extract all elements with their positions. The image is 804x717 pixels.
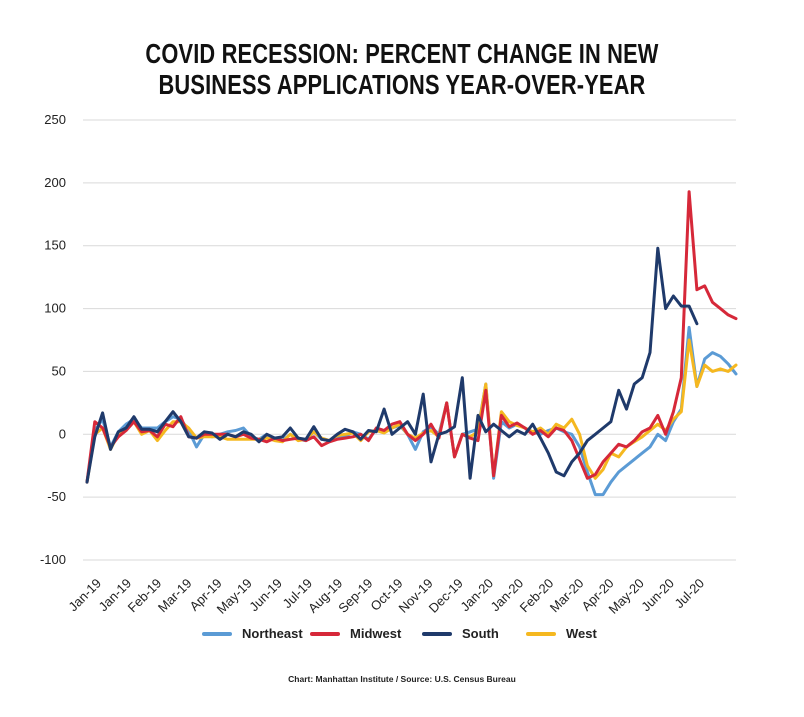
legend-swatch-west [526, 631, 556, 636]
legend-item-northeast: Northeast [202, 626, 303, 641]
x-tick-label: Jul-20 [671, 576, 707, 612]
legend-label-west: West [566, 626, 597, 641]
legend-item-midwest: Midwest [310, 626, 401, 641]
x-tick-label: Dec-19 [426, 576, 466, 616]
chart-title-line-1: COVID RECESSION: PERCENT CHANGE IN NEW [145, 38, 659, 69]
legend: Northeast Midwest South West [0, 626, 804, 648]
legend-item-west: West [526, 626, 597, 641]
x-tick-label: Jan-19 [65, 576, 104, 615]
legend-label-south: South [462, 626, 499, 641]
y-tick-label: -50 [47, 489, 66, 504]
chart-title: COVID RECESSION: PERCENT CHANGE IN NEW B… [88, 38, 715, 100]
x-tick-label: Mar-20 [547, 576, 587, 616]
legend-swatch-south [422, 631, 452, 636]
x-tick-label: Jun-20 [638, 576, 677, 615]
x-tick-label: Jun-19 [246, 576, 285, 615]
source-note: Chart: Manhattan Institute / Source: U.S… [288, 674, 516, 684]
x-tick-label: Jan-20 [457, 576, 496, 615]
legend-label-midwest: Midwest [350, 626, 402, 641]
x-axis-ticks: Jan-19Jan-19Feb-19Mar-19Apr-19May-19Jun-… [65, 576, 707, 617]
series-lines [85, 190, 738, 497]
series-line-northeast [85, 325, 738, 497]
series-line-west [85, 338, 738, 484]
chart-title-line-2: BUSINESS APPLICATIONS YEAR-OVER-YEAR [158, 69, 646, 100]
gridlines [83, 119, 736, 561]
legend-swatch-midwest [310, 631, 340, 636]
y-tick-label: 150 [44, 238, 66, 253]
legend-swatch-northeast [202, 631, 232, 636]
legend-label-northeast: Northeast [242, 626, 303, 641]
x-tick-label: Sep-19 [335, 576, 375, 616]
series-line-south [85, 246, 699, 484]
x-tick-label: Mar-19 [155, 576, 195, 616]
y-tick-label: 100 [44, 301, 66, 316]
y-tick-label: 250 [44, 112, 66, 127]
y-tick-label: 0 [59, 426, 66, 441]
y-tick-label: 200 [44, 175, 66, 190]
y-tick-label: 50 [52, 363, 66, 378]
y-axis-ticks: 250 200 150 100 50 0 -50 -100 [40, 112, 66, 567]
y-tick-label: -100 [40, 552, 66, 567]
legend-item-south: South [422, 626, 499, 641]
